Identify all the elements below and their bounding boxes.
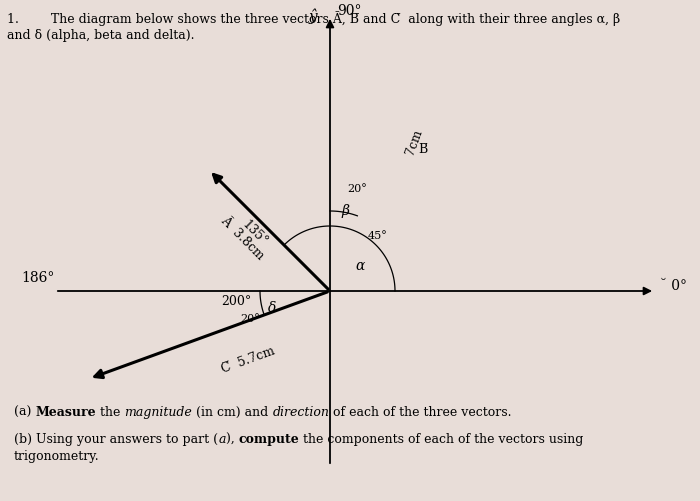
Text: 135°: 135° bbox=[239, 218, 270, 248]
Text: (b) Using your answers to part (: (b) Using your answers to part ( bbox=[14, 433, 218, 446]
Text: compute: compute bbox=[239, 433, 299, 446]
Text: β: β bbox=[341, 204, 349, 218]
Text: ŷ: ŷ bbox=[308, 8, 317, 24]
Text: 20°: 20° bbox=[348, 183, 368, 193]
Text: direction: direction bbox=[272, 406, 329, 419]
Text: 200°: 200° bbox=[221, 295, 252, 308]
Text: of each of the three vectors.: of each of the three vectors. bbox=[329, 406, 512, 419]
Text: magnitude: magnitude bbox=[125, 406, 192, 419]
Text: the: the bbox=[96, 406, 125, 419]
Text: 45°: 45° bbox=[368, 231, 387, 241]
Text: ),: ), bbox=[225, 433, 239, 446]
Text: 90°: 90° bbox=[337, 4, 362, 18]
Text: δ: δ bbox=[268, 302, 277, 316]
Text: the components of each of the vectors using: the components of each of the vectors us… bbox=[299, 433, 584, 446]
Text: Ā  3.8cm: Ā 3.8cm bbox=[218, 214, 267, 263]
Text: 1.        The diagram below shows the three vectors Ā, B̅ and C̅  along with the: 1. The diagram below shows the three vec… bbox=[7, 11, 620, 26]
Text: (in cm) and: (in cm) and bbox=[192, 406, 272, 419]
Text: ˘ 0°: ˘ 0° bbox=[660, 279, 687, 293]
Text: C̅  5.7cm: C̅ 5.7cm bbox=[220, 344, 276, 376]
Text: 186°: 186° bbox=[22, 272, 55, 286]
Text: 7cm: 7cm bbox=[403, 127, 425, 157]
Text: Measure: Measure bbox=[36, 406, 96, 419]
Text: a: a bbox=[218, 433, 225, 446]
Text: B̅: B̅ bbox=[419, 143, 428, 156]
Text: 20°: 20° bbox=[240, 314, 260, 324]
Text: trigonometry.: trigonometry. bbox=[14, 450, 99, 463]
Text: α: α bbox=[356, 259, 365, 273]
Text: (a): (a) bbox=[14, 406, 36, 419]
Text: and δ (alpha, beta and delta).: and δ (alpha, beta and delta). bbox=[7, 29, 195, 42]
